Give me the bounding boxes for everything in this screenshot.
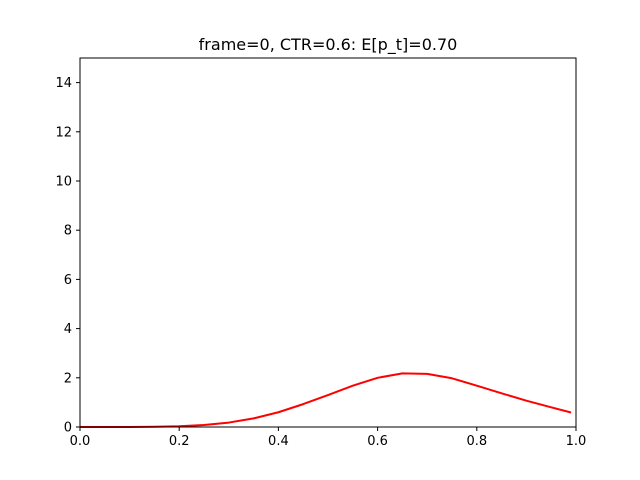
x-tick-label: 0.4 xyxy=(268,434,289,449)
series-line-0 xyxy=(80,372,572,428)
x-tick-label: 1.0 xyxy=(566,434,587,449)
x-tick-label: 0.0 xyxy=(70,434,91,449)
y-tick-label: 6 xyxy=(64,273,72,288)
y-tick-label: 14 xyxy=(55,76,72,91)
axes: 0.0 0.2 0.4 0.6 0.8 1.0 0 2 4 6 8 10 12 14 xyxy=(55,57,587,449)
y-tick-label: 10 xyxy=(55,175,72,190)
x-tick-label: 0.8 xyxy=(466,434,487,449)
y-tick-label: 12 xyxy=(55,125,72,140)
chart-title: frame=0, CTR=0.6: E[p_t]=0.70 xyxy=(199,35,458,55)
y-tick-label: 2 xyxy=(64,371,72,386)
x-tick-label: 0.2 xyxy=(169,434,190,449)
y-tick-label: 8 xyxy=(64,224,72,239)
axes-frame xyxy=(79,57,577,428)
y-tick-label: 0 xyxy=(64,421,72,436)
plot-area xyxy=(80,372,572,428)
y-tick-label: 4 xyxy=(64,322,72,337)
x-tick-label: 0.6 xyxy=(367,434,388,449)
